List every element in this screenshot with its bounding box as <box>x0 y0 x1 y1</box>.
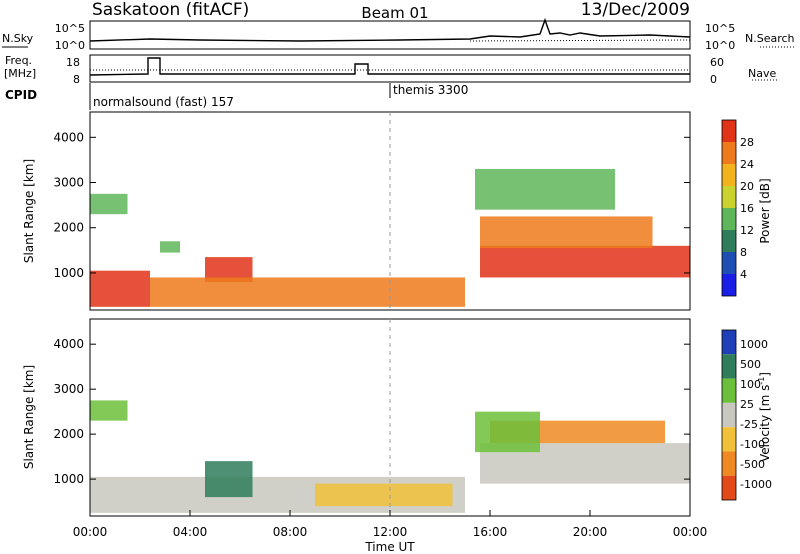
power-colorbar-swatch <box>722 230 736 252</box>
velocity-feature <box>475 411 540 453</box>
noise-right-tick-top: 10^5 <box>705 22 735 35</box>
velocity-colorbar-tick: 25 <box>740 398 754 411</box>
velocity-colorbar-swatch <box>722 330 736 355</box>
power-colorbar-label: Power [dB] <box>758 178 772 243</box>
noise-left-tick-bottom: 10^0 <box>55 39 85 52</box>
velocity-colorbar-label-main: Velocity [m s <box>758 385 772 462</box>
power-colorbar-tick: 20 <box>740 180 754 193</box>
power-colorbar-swatch <box>722 186 736 208</box>
freq-right-tick-bottom: 0 <box>710 73 717 86</box>
power-colorbar-frame <box>721 119 737 297</box>
power-ytick-label: 1000 <box>53 266 84 280</box>
noise-right-label: N.Search <box>745 32 795 45</box>
velocity-ytick-label: 2000 <box>53 427 84 441</box>
power-y-label: Slant Range [km] <box>22 159 36 263</box>
velocity-colorbar-tick: -25 <box>740 418 758 431</box>
power-colorbar: 4 8 12 16 20 24 28 <box>721 119 754 297</box>
velocity-feature <box>315 483 453 507</box>
velocity-panel: 1000 2000 3000 4000 Slant Range [km] <box>22 318 691 517</box>
cpid-segment-2: themis 3300 <box>393 83 468 97</box>
power-feature <box>480 216 653 249</box>
velocity-feature <box>90 400 128 421</box>
power-feature <box>150 277 465 307</box>
noise-panel: N.Sky 10^5 10^0 10^5 10^0 N.Search <box>2 17 795 52</box>
freq-panel: Freq. [MHz] 18 8 60 0 Nave <box>4 54 778 86</box>
velocity-colorbar-label-tail: ] <box>758 372 772 377</box>
freq-left-tick-bottom: 8 <box>73 73 80 86</box>
cpid-panel: CPID normalsound (fast) 157 themis 3300 <box>5 83 468 110</box>
power-colorbar-tick: 4 <box>740 268 747 281</box>
power-ytick-label: 4000 <box>53 130 84 144</box>
power-panel: 1000 2000 3000 4000 Slant Range [km] <box>22 111 691 311</box>
x-tick-label: 00:00 <box>673 525 708 539</box>
freq-left-label-2: [MHz] <box>4 67 36 80</box>
freq-right-tick-top: 60 <box>710 56 724 69</box>
cpid-label: CPID <box>5 88 37 102</box>
station-title: Saskatoon (fitACF) <box>92 0 249 20</box>
power-feature <box>90 193 128 215</box>
freq-right-label: Nave <box>748 67 776 80</box>
freq-left-tick-top: 18 <box>66 56 80 69</box>
velocity-colorbar-tick: 100 <box>740 378 761 391</box>
beam-title: Beam 01 <box>361 4 428 22</box>
velocity-feature <box>205 461 253 498</box>
velocity-colorbar-swatch <box>722 475 736 500</box>
velocity-ytick-label: 1000 <box>53 472 84 486</box>
power-feature <box>90 270 150 307</box>
noise-left-tick-top: 10^5 <box>55 22 85 35</box>
x-tick-label: 20:00 <box>573 525 608 539</box>
power-colorbar-tick: 24 <box>740 158 754 171</box>
velocity-colorbar-tick: 1000 <box>740 338 768 351</box>
velocity-heatmap-area <box>90 400 690 513</box>
x-tick-label: 04:00 <box>173 525 208 539</box>
power-colorbar-tick: 28 <box>740 136 754 149</box>
velocity-colorbar-tick: -1000 <box>740 478 772 491</box>
velocity-colorbar: 1000 500 100 25 -25 -100 -500 -1000 <box>721 329 772 501</box>
velocity-colorbar-frame <box>721 329 737 501</box>
velocity-colorbar-tick: 500 <box>740 358 761 371</box>
power-colorbar-swatch <box>722 142 736 164</box>
power-feature <box>480 245 690 278</box>
power-colorbar-tick: 16 <box>740 202 754 215</box>
time-axis: 00:00 04:00 08:00 12:00 16:00 20:00 00:00 <box>73 510 708 539</box>
power-colorbar-swatch <box>722 274 736 296</box>
power-ytick-label: 3000 <box>53 176 84 190</box>
noise-left-label: N.Sky <box>2 32 34 45</box>
velocity-ytick-label: 4000 <box>53 337 84 351</box>
power-feature <box>475 168 615 210</box>
velocity-ytick-label: 3000 <box>53 382 84 396</box>
cpid-segment-1: normalsound (fast) 157 <box>93 95 234 109</box>
date-title: 13/Dec/2009 <box>581 0 690 20</box>
freq-left-label-1: Freq. <box>5 54 32 67</box>
power-colorbar-swatch <box>722 208 736 230</box>
velocity-colorbar-swatch <box>722 427 736 452</box>
velocity-colorbar-tick: -500 <box>740 458 765 471</box>
power-ytick-label: 2000 <box>53 221 84 235</box>
noise-search-trace <box>469 39 691 42</box>
x-axis-label: Time UT <box>364 540 415 554</box>
power-colorbar-swatch <box>722 252 736 274</box>
power-heatmap-area <box>90 168 690 307</box>
power-colorbar-swatch <box>722 120 736 142</box>
velocity-colorbar-swatch <box>722 378 736 403</box>
noise-sky-trace <box>89 17 691 42</box>
velocity-colorbar-tick: -100 <box>740 438 765 451</box>
power-colorbar-swatch <box>722 164 736 186</box>
freq-trace <box>89 57 690 76</box>
power-colorbar-tick: 8 <box>740 246 747 259</box>
velocity-y-label: Slant Range [km] <box>22 365 36 469</box>
power-colorbar-tick: 12 <box>740 224 754 237</box>
velocity-colorbar-swatch <box>722 402 736 428</box>
velocity-colorbar-swatch <box>722 354 736 379</box>
power-feature <box>160 241 180 253</box>
velocity-colorbar-label: Velocity [m s-1] <box>757 372 772 462</box>
x-tick-label: 00:00 <box>73 525 108 539</box>
x-tick-label: 16:00 <box>473 525 508 539</box>
x-tick-label: 08:00 <box>273 525 308 539</box>
noise-right-tick-bottom: 10^0 <box>705 39 735 52</box>
x-tick-label: 12:00 <box>373 525 408 539</box>
velocity-colorbar-swatch <box>722 451 736 476</box>
velocity-colorbar-label-exp: -1 <box>757 377 766 385</box>
